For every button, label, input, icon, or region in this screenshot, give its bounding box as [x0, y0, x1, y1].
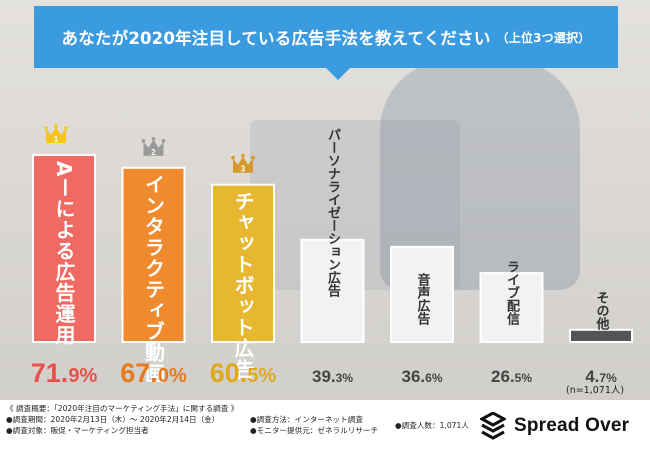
banner-pointer: [326, 68, 350, 80]
bar-5: [390, 245, 454, 343]
crown-jewel-right-3: [251, 155, 255, 160]
value-label-4: 39.3%: [312, 367, 353, 386]
bar-label-5: 音声広告: [415, 272, 432, 326]
survey-method: ●調査方法：インターネット調査: [250, 415, 363, 424]
value-label-3: 60.5%: [210, 358, 277, 388]
bar-2: [121, 166, 186, 343]
bar-label-6: ライブ配信: [504, 260, 520, 326]
survey-footer: 《 調査概要：「2020年注目のマーケティング手法」に関する調査 》 ●調査期間…: [0, 400, 650, 450]
title-banner: あなたが2020年注目している広告手法を教えてください （上位3つ選択）: [34, 6, 618, 68]
crown-jewel-left-3: [231, 155, 235, 160]
bar-3: [211, 183, 275, 343]
bar-label-1: Aーによる広告運用: [52, 161, 76, 345]
survey-summary: 《 調査概要：「2020年注目のマーケティング手法」に関する調査 》: [6, 404, 239, 413]
logo-text: Spread Over: [514, 415, 630, 436]
crown-icon-3: [233, 156, 253, 173]
survey-count: ●調査人数：1,071人: [395, 421, 469, 430]
crown-jewel-top-2: [151, 137, 156, 141]
value-label-1: 71.9%: [31, 358, 98, 388]
bar-4: [300, 238, 365, 344]
value-label-7: 4.7%: [585, 367, 617, 386]
chart-title: あなたが2020年注目している広告手法を教えてください: [61, 29, 491, 48]
footer-column-3: ●調査人数：1,071人: [395, 420, 469, 431]
bar-7: [569, 328, 633, 343]
spread-over-logo-icon: [480, 412, 506, 440]
crown-rank-1: 1: [54, 135, 59, 144]
footer-column-1: 《 調査概要：「2020年注目のマーケティング手法」に関する調査 》 ●調査期間…: [6, 403, 238, 436]
survey-period: ●調査期間：2020年2月13日（木）〜 2020年2月14日（金）: [6, 415, 220, 424]
crown-jewel-top-3: [241, 153, 245, 158]
crown-icon-2: [143, 139, 164, 156]
crown-icon-1: [46, 127, 66, 144]
bar-label-2: インタラクティブ動画: [142, 174, 166, 384]
crown-jewel-top-1: [54, 124, 58, 128]
bar-label-4: パーソナライゼーション広告: [325, 128, 341, 298]
value-label-2: 67.0%: [120, 358, 187, 388]
crown-jewel-right-2: [161, 139, 166, 143]
crown-rank-2: 2: [151, 148, 156, 157]
chart-subtitle: （上位3つ選択）: [496, 30, 591, 45]
footer-column-2: ●調査方法：インターネット調査 ●モニター提供元：ゼネラルリサーチ: [250, 414, 378, 436]
value-label-5: 36.6%: [402, 367, 443, 386]
bar-label-7: その他: [594, 291, 611, 331]
company-logo: Spread Over: [480, 412, 629, 440]
crown-jewel-right-1: [64, 126, 68, 130]
sample-size-note: (n=1,071人): [566, 385, 625, 396]
crown-jewel-left-1: [44, 126, 48, 130]
bar-1: [32, 154, 96, 343]
crown-jewel-left-2: [141, 139, 146, 143]
survey-monitor: ●モニター提供元：ゼネラルリサーチ: [250, 426, 379, 435]
bar-label-3: チャットボット広告: [231, 191, 255, 380]
value-label-6: 26.5%: [491, 367, 532, 386]
crown-rank-3: 3: [241, 165, 246, 174]
survey-target: ●調査対象：販促・マーケティング担当者: [6, 426, 149, 435]
bar-6: [479, 272, 544, 344]
